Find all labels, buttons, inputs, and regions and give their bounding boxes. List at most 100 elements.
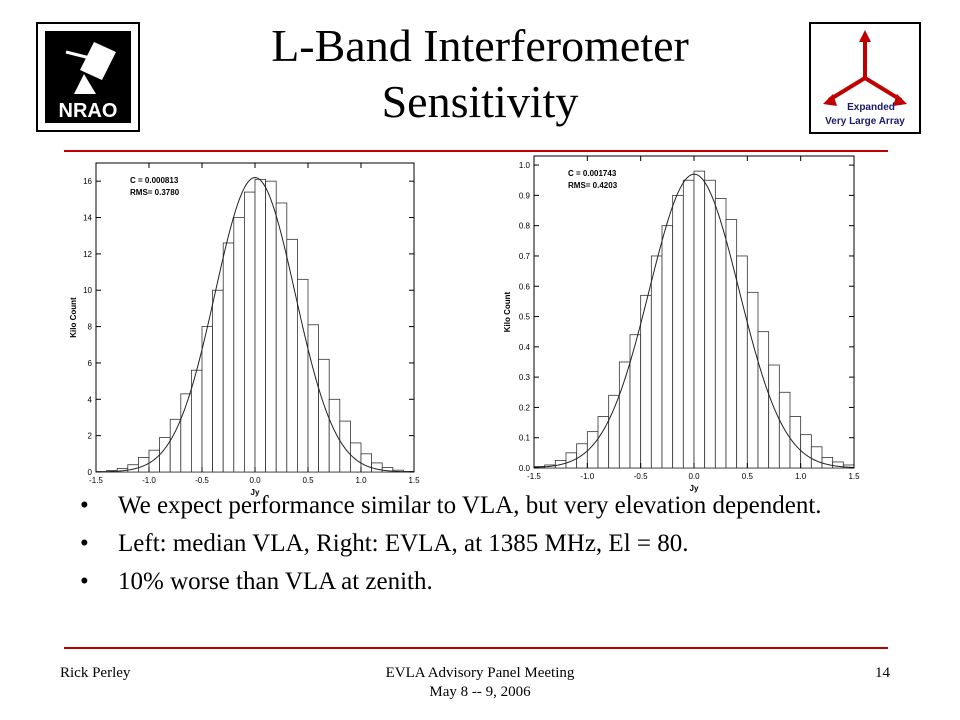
- x-axis-label: Jy: [690, 484, 699, 493]
- y-tick-label: 0.6: [519, 282, 531, 291]
- histogram-bar: [349, 442, 362, 473]
- nrao-logo-text: NRAO: [59, 100, 118, 122]
- title-line-1: L-Band Interferometer: [271, 20, 689, 71]
- gaussian-fit-curve: [533, 173, 855, 468]
- y-tick-label: 0.0: [519, 464, 531, 473]
- footer-meeting-date: May 8 -- 9, 2006: [429, 684, 531, 700]
- y-tick-label: 0.8: [519, 222, 531, 231]
- bottom-divider: [64, 647, 888, 649]
- y-tick-label: 2: [88, 432, 93, 441]
- footer-page-number: 14: [875, 665, 890, 681]
- histogram-bar: [810, 446, 823, 469]
- histogram-bar: [661, 225, 674, 469]
- x-tick-label: 0.5: [742, 472, 754, 481]
- x-tick-label: 0.5: [302, 476, 314, 485]
- histogram-bar: [265, 180, 277, 473]
- x-tick-label: -0.5: [634, 472, 648, 481]
- y-array-icon: [823, 30, 907, 106]
- bullet-item: • 10% worse than VLA at zenith.: [80, 566, 900, 597]
- histogram-bar: [201, 326, 214, 473]
- histogram-bar: [307, 324, 320, 473]
- fit-rms-annotation: RMS= 0.4203: [568, 181, 618, 190]
- bullet-text: We expect performance similar to VLA, bu…: [118, 492, 822, 519]
- histogram-bar: [148, 449, 161, 473]
- histogram-bar: [672, 194, 684, 469]
- slide-title: L-Band Interferometer Sensitivity: [180, 18, 780, 130]
- histogram-bar: [212, 289, 224, 473]
- histogram-bar: [275, 202, 288, 473]
- evla-logo-line-2: Very Large Array: [825, 116, 905, 127]
- y-tick-label: 0.4: [519, 343, 531, 352]
- bullet-item: • Left: median VLA, Right: EVLA, at 1385 …: [80, 528, 900, 559]
- y-axis-label: Kilo Count: [69, 297, 78, 338]
- histogram-bar: [576, 443, 588, 469]
- histogram-bar: [789, 416, 802, 469]
- x-tick-label: -1.5: [89, 476, 103, 485]
- y-tick-label: 4: [88, 395, 93, 404]
- y-axis-label: Kilo Count: [503, 291, 512, 332]
- histogram-bar: [821, 456, 834, 469]
- histogram-bar: [233, 217, 245, 473]
- x-tick-label: -0.5: [195, 476, 209, 485]
- histogram-bar: [746, 291, 759, 469]
- histogram-bar: [608, 394, 620, 469]
- histogram-bar: [328, 398, 341, 473]
- footer-author: Rick Perley: [60, 665, 131, 681]
- histogram-bar: [693, 170, 706, 469]
- histogram-right: -1.5 -1.0 -0.5 0.0 0.5 1.0 1.5 0.0 0.1 0.2 0.3 0.4 0…: [503, 155, 860, 493]
- y-tick-label: 0.3: [519, 373, 531, 382]
- histogram-bar: [169, 418, 182, 473]
- x-tick-label: 0.0: [688, 472, 700, 481]
- top-divider: [64, 150, 888, 152]
- bullet-glyph: •: [80, 492, 89, 519]
- x-axis-label: Jy: [251, 488, 260, 497]
- y-tick-label: 8: [88, 323, 93, 332]
- gaussian-fit-curve: [95, 177, 415, 473]
- histogram-bar: [360, 453, 373, 473]
- histogram-bar: [757, 331, 770, 469]
- x-tick-label: -1.0: [580, 472, 594, 481]
- bullet-list: • We expect performance similar to VLA, b…: [80, 490, 900, 604]
- x-tick-label: 1.0: [355, 476, 367, 485]
- y-tick-label: 0: [88, 468, 93, 477]
- footer-meeting: EVLA Advisory Panel Meeting May 8 -- 9, …: [330, 664, 630, 702]
- histogram-bar: [191, 369, 203, 473]
- fit-rms-annotation: RMS= 0.3780: [130, 188, 180, 197]
- y-tick-label: 12: [83, 250, 92, 259]
- y-tick-label: 0.1: [519, 434, 531, 443]
- histogram-bar: [222, 242, 235, 473]
- histogram-bar: [243, 191, 256, 473]
- histogram-bar: [565, 452, 578, 469]
- bullet-text: 10% worse than VLA at zenith.: [118, 568, 433, 595]
- y-tick-label: 0.9: [519, 191, 531, 200]
- y-tick-label: 14: [83, 214, 92, 223]
- y-tick-label: 0.2: [519, 403, 531, 412]
- fit-center-annotation: C = 0.000813: [130, 176, 179, 185]
- bullet-glyph: •: [80, 568, 89, 595]
- bullet-text: Left: median VLA, Right: EVLA, at 1385 M…: [118, 530, 689, 557]
- evla-logo-line-1: Expanded: [847, 102, 895, 113]
- x-tick-label: 1.5: [408, 476, 420, 485]
- histogram-bar: [640, 294, 652, 469]
- x-tick-label: 0.0: [249, 476, 261, 485]
- y-tick-label: 10: [83, 286, 92, 295]
- evla-logo: Expanded Very Large Array: [809, 22, 921, 134]
- histogram-bar: [650, 255, 663, 469]
- bullet-item: • We expect performance similar to VLA, b…: [80, 490, 900, 521]
- histogram-bar: [339, 420, 351, 473]
- y-tick-label: 0.5: [519, 313, 531, 322]
- x-tick-label: -1.5: [527, 472, 541, 481]
- histogram-bar: [371, 462, 383, 473]
- histogram-bar: [286, 238, 298, 473]
- title-line-2: Sensitivity: [381, 76, 579, 127]
- x-tick-label: 1.0: [795, 472, 807, 481]
- fit-center-annotation: C = 0.001743: [568, 169, 617, 178]
- x-tick-label: -1.0: [142, 476, 156, 485]
- histogram-bar: [629, 334, 642, 469]
- y-tick-label: 1.0: [519, 161, 531, 170]
- histogram-bar: [714, 198, 727, 469]
- histogram-bar: [254, 178, 266, 473]
- histogram-bar: [682, 179, 695, 469]
- histogram-bar: [618, 361, 631, 469]
- nrao-logo: NRAO: [36, 22, 140, 132]
